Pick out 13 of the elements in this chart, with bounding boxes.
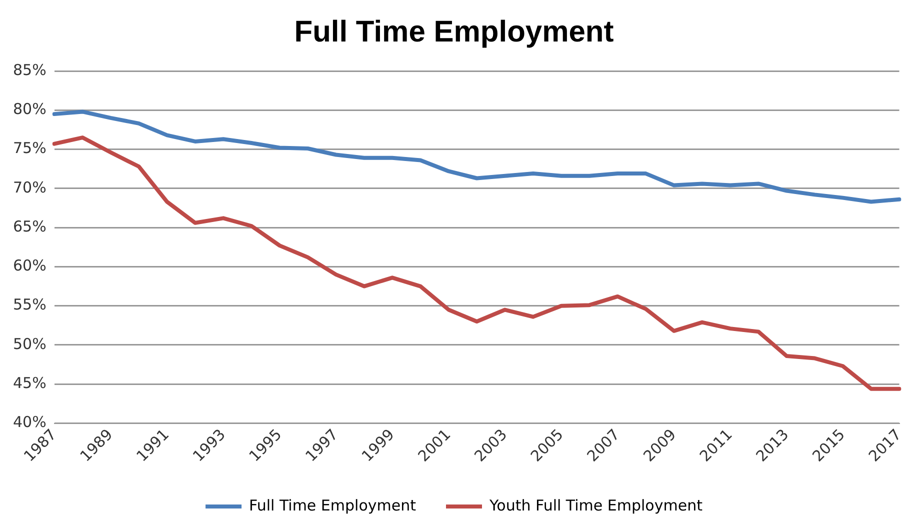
y-tick-label: 80% — [12, 100, 46, 118]
y-tick-label: 55% — [12, 296, 46, 314]
y-tick-label: 40% — [12, 413, 46, 432]
y-tick-label: 60% — [12, 256, 46, 275]
chart-title: Full Time Employment — [294, 15, 614, 48]
legend-label: Full Time Employment — [249, 496, 416, 514]
y-tick-label: 70% — [12, 178, 46, 196]
y-tick-label: 65% — [12, 217, 46, 236]
y-tick-label: 45% — [12, 374, 46, 392]
y-tick-label: 75% — [12, 139, 46, 158]
y-tick-label: 85% — [12, 60, 46, 79]
legend-label: Youth Full Time Employment — [488, 496, 703, 514]
y-tick-label: 50% — [12, 334, 46, 353]
